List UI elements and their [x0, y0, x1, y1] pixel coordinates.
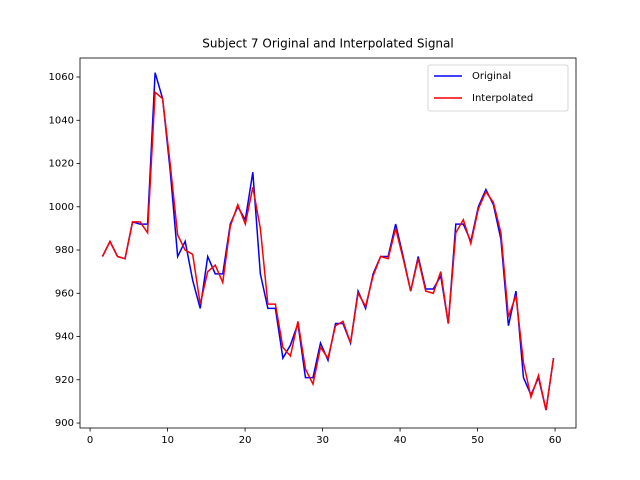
x-tick-label: 60: [549, 435, 562, 446]
x-tick-label: 30: [316, 435, 329, 446]
x-tick-label: 50: [471, 435, 484, 446]
y-tick-label: 1040: [49, 115, 74, 126]
x-tick-label: 0: [87, 435, 93, 446]
x-tick-label: 40: [394, 435, 407, 446]
y-tick-label: 920: [55, 375, 74, 386]
y-tick-label: 900: [55, 418, 74, 429]
y-tick-label: 940: [55, 332, 74, 343]
plot-frame: [79, 57, 577, 429]
y-tick-label: 1060: [49, 72, 74, 83]
y-tick-label: 1020: [49, 159, 74, 170]
x-tick-label: 10: [161, 435, 174, 446]
legend-label: Original: [472, 71, 511, 82]
y-tick-label: 980: [55, 245, 74, 256]
y-tick-label: 960: [55, 288, 74, 299]
series-line: [101, 90, 555, 411]
series-line: [101, 72, 555, 411]
legend-box: [427, 64, 569, 112]
legend-label: Interpolated: [472, 93, 533, 104]
y-tick-label: 1000: [49, 202, 74, 213]
x-tick-label: 20: [239, 435, 252, 446]
legend: Original Interpolated: [427, 64, 569, 112]
chart-title: Subject 7 Original and Interpolated Sign…: [202, 37, 453, 51]
